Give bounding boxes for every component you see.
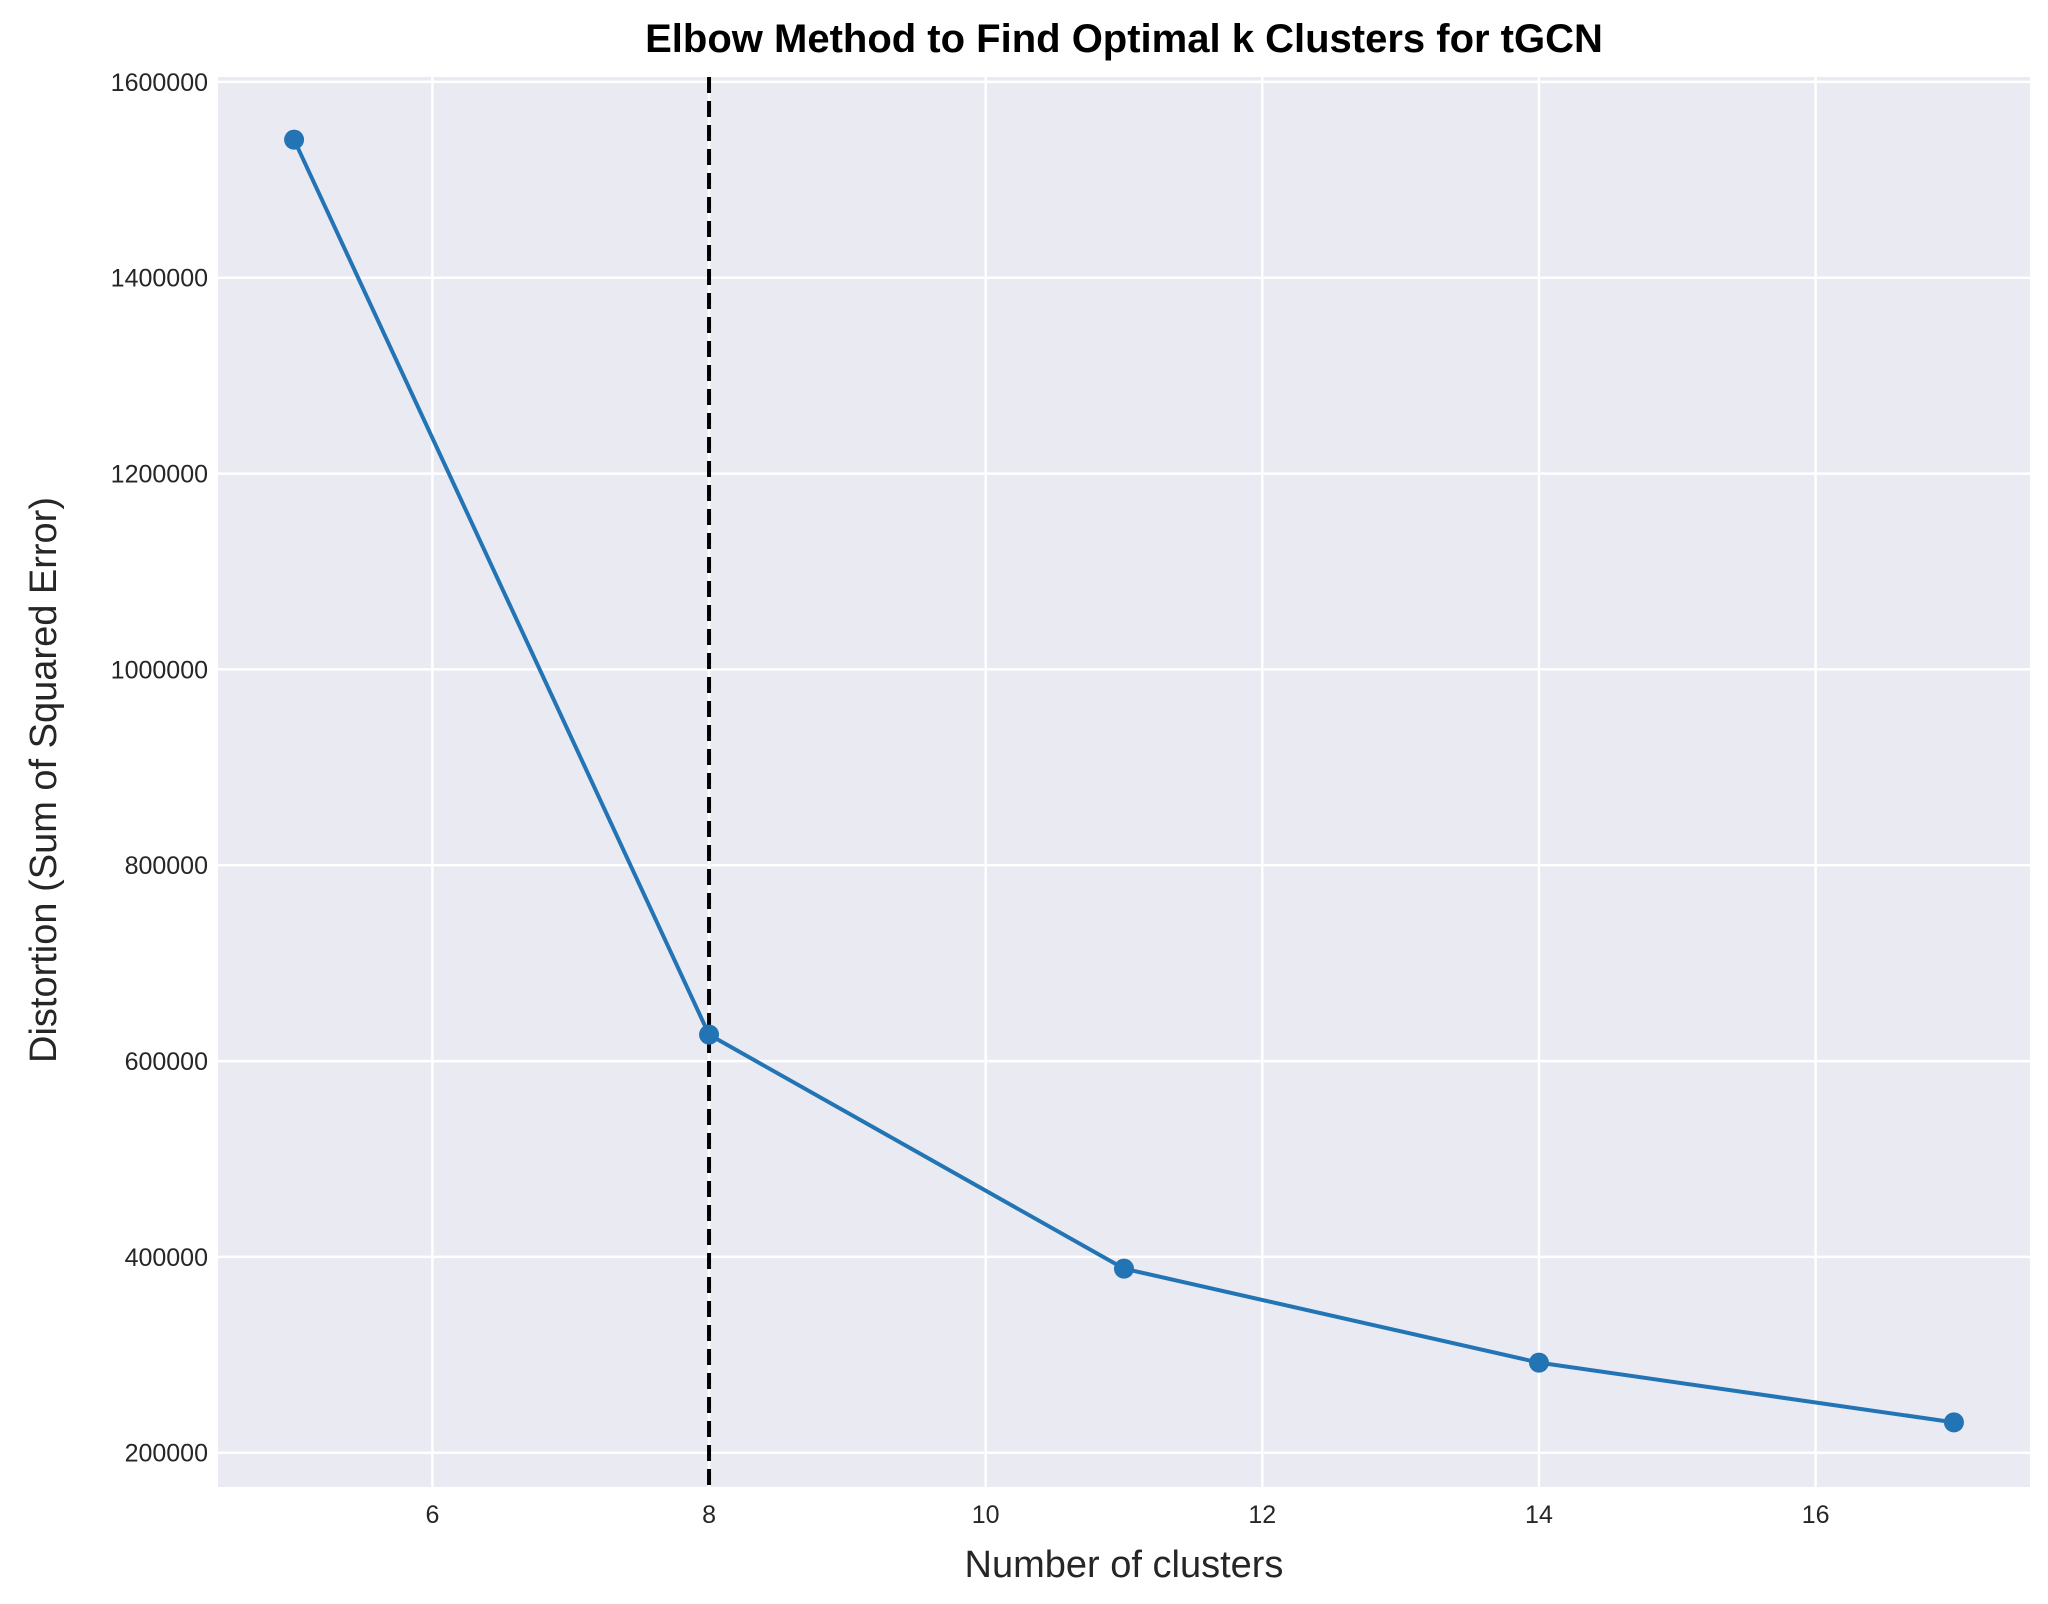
data-point-2	[1114, 1258, 1134, 1279]
x-tick-label-0: 6	[425, 1501, 439, 1529]
x-tick-label-1: 8	[702, 1501, 716, 1529]
x-tick-label-3: 12	[1248, 1501, 1276, 1529]
x-tick-labels: 6 8 10 12 14 16	[425, 1501, 1829, 1529]
plot-background	[218, 77, 2030, 1487]
series-layer	[284, 129, 1964, 1433]
y-tick-label-6: 1400000	[111, 265, 208, 293]
data-point-3	[1528, 1352, 1549, 1373]
grid-lines	[218, 77, 2030, 1487]
x-axis-label: Number of clusters	[965, 1544, 1284, 1586]
y-tick-labels: 200000 400000 600000 800000 1000000 1200000 14…	[111, 69, 208, 1468]
y-tick-label-0: 200000	[125, 1440, 208, 1468]
y-tick-label-5: 1200000	[111, 461, 208, 489]
data-point-4	[1943, 1412, 1964, 1433]
y-axis-label: Distortion (Sum of Squared Error)	[23, 497, 65, 1063]
x-tick-label-4: 14	[1525, 1501, 1553, 1529]
y-tick-label-2: 600000	[125, 1048, 208, 1076]
chart-title: Elbow Method to Find Optimal k Clusters …	[645, 17, 1603, 61]
x-tick-label-5: 16	[1802, 1501, 1830, 1529]
data-point-0	[284, 129, 305, 150]
y-tick-label-7: 1600000	[111, 69, 208, 97]
data-point-1	[699, 1024, 720, 1045]
y-tick-label-4: 1000000	[111, 656, 208, 684]
y-tick-label-1: 400000	[125, 1244, 208, 1272]
x-tick-label-2: 10	[972, 1501, 1000, 1529]
y-tick-label-3: 800000	[125, 852, 208, 880]
